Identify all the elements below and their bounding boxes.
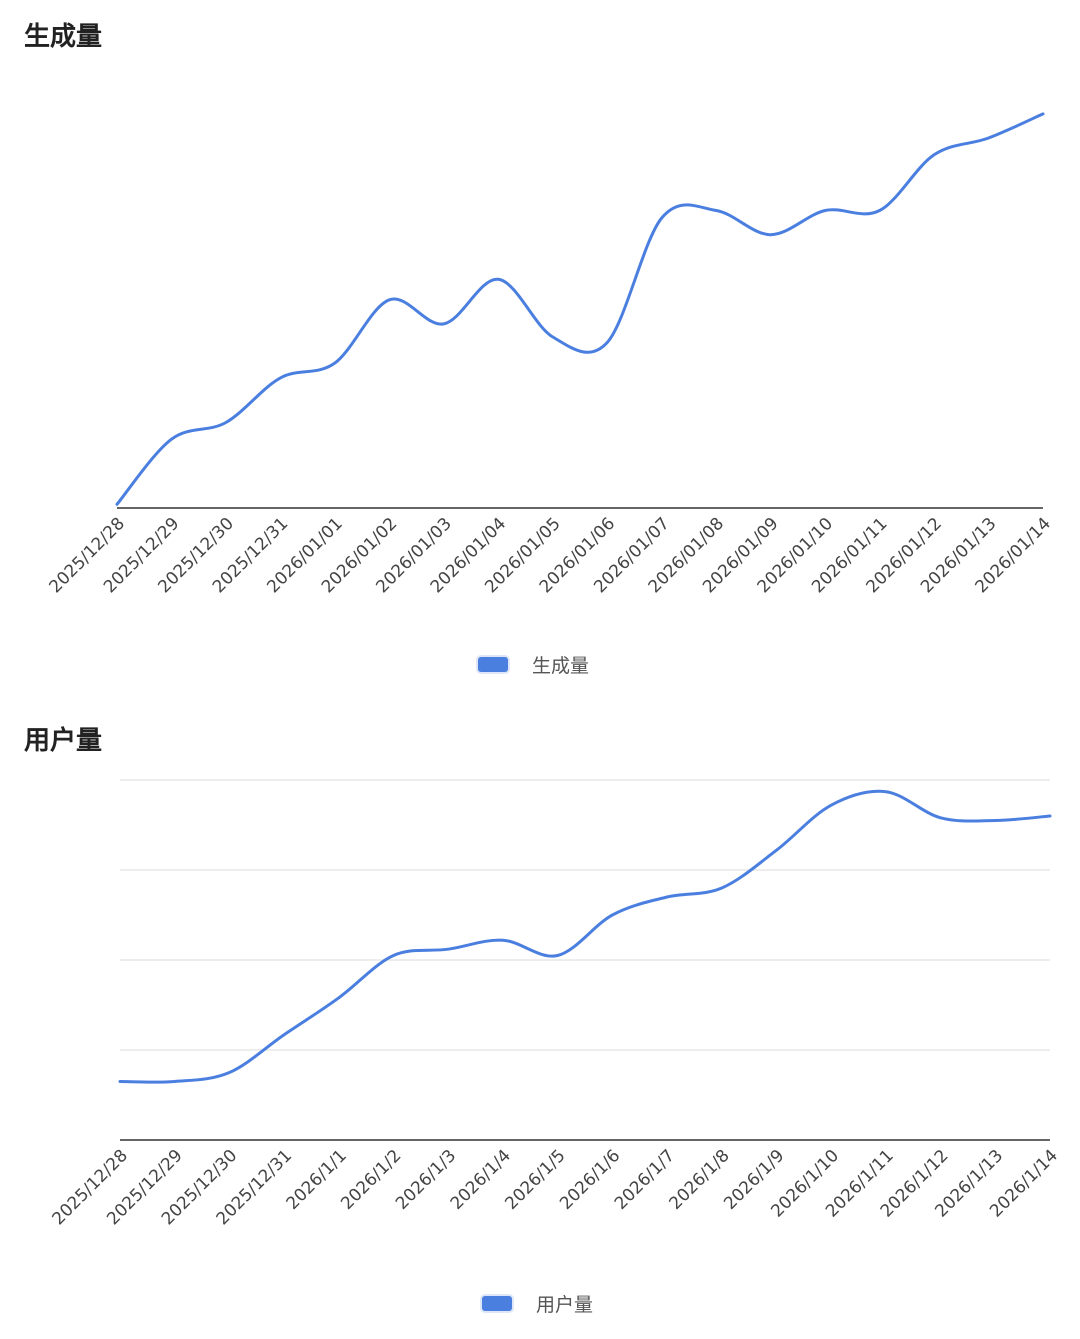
legend-swatch: [482, 1296, 512, 1311]
legend-label: 生成量: [532, 655, 590, 677]
chart-users-panel: 用户量 2025/12/28 2025/12/29 2025/12/30 2025/1…: [0, 690, 1080, 1339]
generation-line-chart: 2025/12/282025/12/292025/12/302025/12/31…: [46, 112, 1055, 597]
chart-legend: 生成量: [478, 651, 589, 678]
chart-legend: 用户量: [482, 1290, 593, 1317]
series-line: [118, 789, 1052, 1084]
chart-title: 生成量: [24, 22, 103, 52]
series-line: [115, 112, 1045, 506]
chart-title: 用户量: [24, 726, 103, 756]
legend-swatch: [478, 657, 508, 672]
chart-generation-panel: 生成量 2025/12/28 2025/12/29 2025/12/30 2025/1…: [24, 22, 1055, 678]
users-line-chart: 2025/12/282025/12/292025/12/302025/12/31…: [49, 779, 1062, 1229]
legend-label: 用户量: [536, 1294, 594, 1316]
